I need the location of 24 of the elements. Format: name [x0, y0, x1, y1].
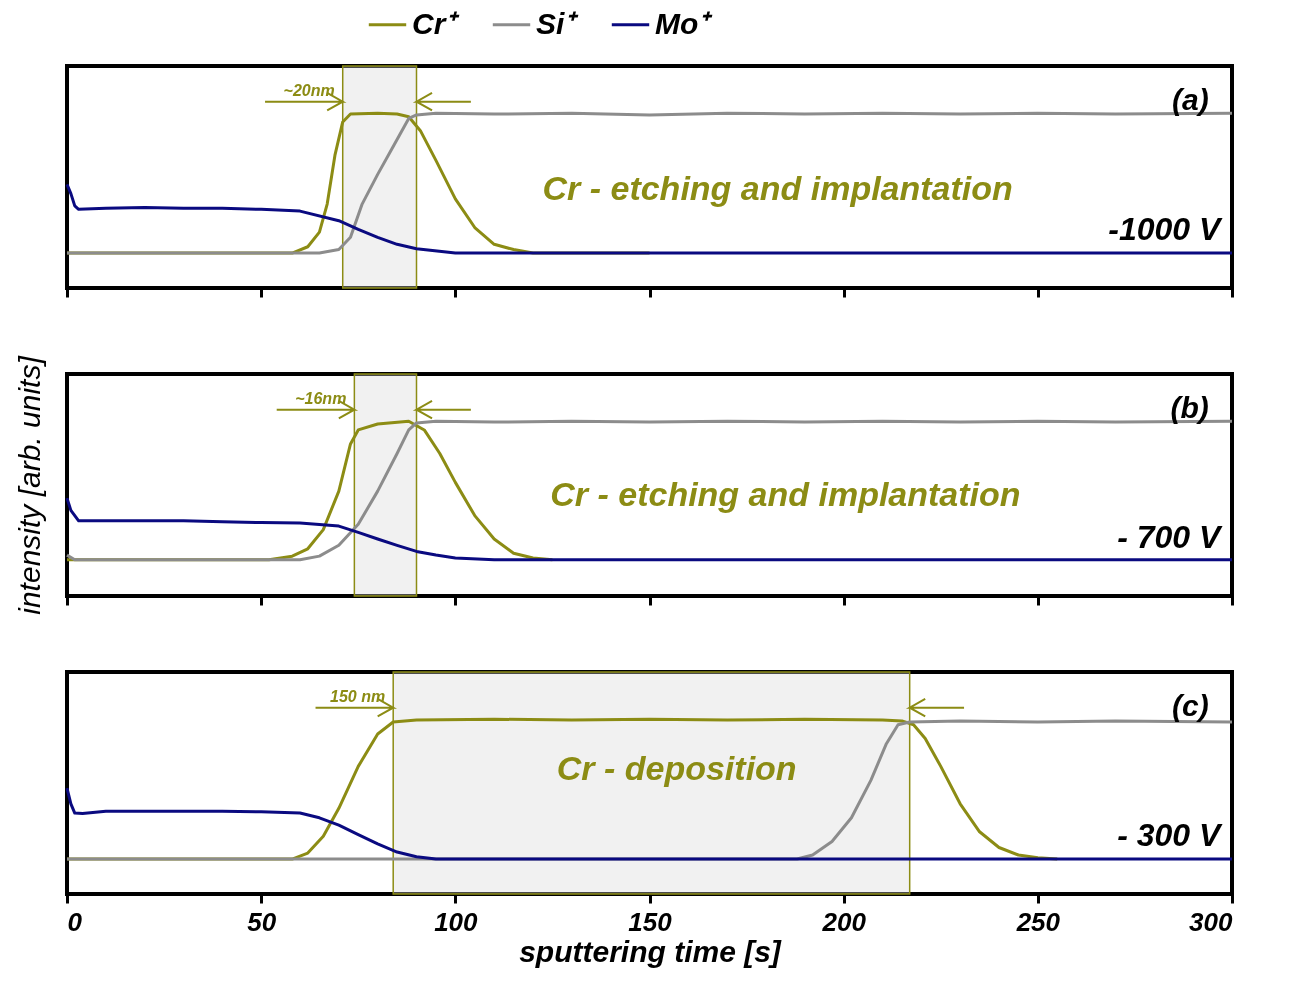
x-tick-label: 100 — [434, 906, 479, 937]
annotation: -1000 V — [1108, 211, 1224, 248]
band-label: ~16nm — [295, 390, 347, 408]
x-tick-label: 50 — [247, 906, 277, 937]
annotation: (b) — [1170, 390, 1209, 424]
band-label: ~20nm — [283, 82, 335, 100]
annotation: Cr - deposition — [556, 748, 797, 787]
annotation: - 700 V — [1117, 519, 1224, 556]
legend-label: Cr⁺ — [412, 6, 461, 40]
x-tick-label: 0 — [67, 906, 83, 937]
y-axis-title: intensity [arb. units] — [12, 355, 46, 615]
annotation: (c) — [1172, 688, 1209, 722]
x-tick-label: 250 — [1015, 906, 1061, 937]
annotation: - 300 V — [1117, 817, 1224, 854]
annotation: (a) — [1172, 82, 1209, 116]
legend-label: Si⁺ — [536, 6, 580, 40]
annotation: Cr - etching and implantation — [550, 475, 1021, 514]
x-tick-label: 300 — [1189, 906, 1234, 937]
x-tick-label: 200 — [821, 906, 867, 937]
legend-label: Mo⁺ — [655, 6, 714, 40]
band-label: 150 nm — [330, 688, 386, 706]
annotation: Cr - etching and implantation — [542, 169, 1013, 208]
x-tick-label: 150 — [628, 906, 673, 937]
x-axis-title: sputtering time [s] — [519, 934, 782, 968]
